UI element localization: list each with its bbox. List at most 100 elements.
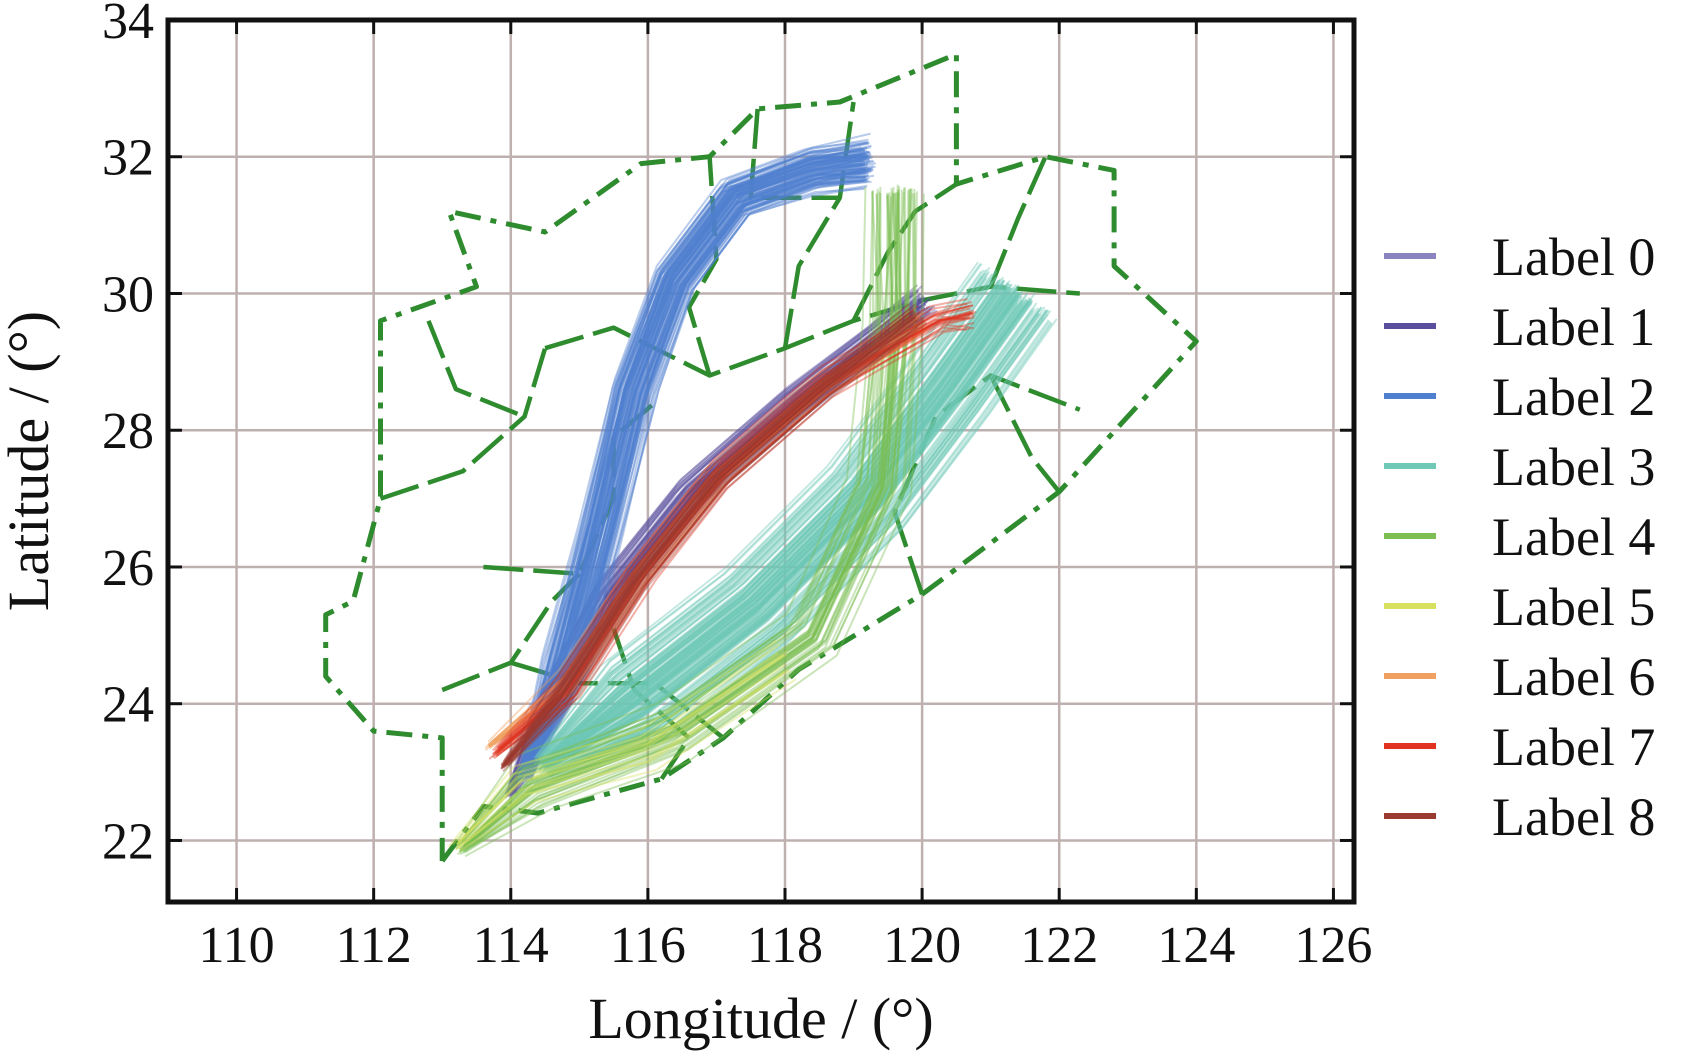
trajectory-line <box>462 188 912 853</box>
trajectory-line <box>541 283 1011 765</box>
trajectory-line <box>534 263 983 760</box>
trajectory-line <box>537 282 1000 766</box>
trajectory-line <box>549 293 1021 763</box>
trajectory-line <box>526 168 872 779</box>
trajectory-line <box>542 302 1029 774</box>
trajectory-line <box>512 305 923 790</box>
trajectory-line <box>545 294 1019 766</box>
trajectory-line <box>553 307 1036 766</box>
trajectory-line <box>506 288 916 792</box>
trajectory-line <box>542 286 1011 765</box>
trajectory-line <box>487 316 921 747</box>
trajectory-line <box>547 306 1043 773</box>
trajectory-line <box>523 156 867 777</box>
outer-boundary <box>323 51 1199 863</box>
trajectory-line <box>456 669 791 850</box>
trajectory-line <box>541 291 1029 772</box>
trajectory-line <box>502 316 916 768</box>
trajectory-line <box>529 184 868 780</box>
trajectory-line <box>511 305 930 795</box>
x-tick-label: 126 <box>1294 917 1372 974</box>
trajectory-line <box>521 153 872 781</box>
trajectory-line <box>519 159 865 782</box>
trajectory-line <box>455 671 786 851</box>
trajectory-line <box>546 302 1019 767</box>
trajectory-line <box>451 644 780 846</box>
trajectory-line <box>509 296 914 790</box>
trajectory-line <box>463 184 899 846</box>
legend: Label 0 Label 1 Label 2 Label 3 Label 4 Label… <box>1384 227 1655 847</box>
trajectory-line <box>518 154 864 781</box>
series-label-5 <box>447 639 797 852</box>
legend-label: Label 4 <box>1492 507 1655 567</box>
trajectory-line <box>528 186 867 782</box>
trajectory-line <box>510 300 924 793</box>
trajectory-line <box>500 307 912 766</box>
trajectory-line <box>539 279 999 763</box>
trajectory-line <box>546 299 1033 770</box>
trajectory-line <box>523 159 874 780</box>
trajectory-line <box>517 146 862 779</box>
trajectory-line <box>465 195 895 844</box>
series-label-2 <box>516 132 876 786</box>
trajectory-line <box>509 294 925 793</box>
trajectory-line <box>496 316 975 755</box>
trajectory-line <box>462 193 882 844</box>
legend-item: Label 3 <box>1384 437 1655 497</box>
trajectory-line <box>463 188 913 853</box>
trajectory-line <box>503 310 922 767</box>
inner-boundary <box>851 182 958 322</box>
trajectory-line <box>544 290 1011 763</box>
trajectory-line <box>509 303 927 796</box>
trajectory-line <box>544 286 1009 762</box>
trajectory-line <box>502 317 920 769</box>
trajectory-line <box>538 266 991 759</box>
trajectory-line <box>458 192 899 853</box>
trajectory-line <box>456 192 900 856</box>
trajectory-line <box>552 307 1040 767</box>
trajectory-line <box>507 320 925 767</box>
trajectory-line <box>487 312 923 746</box>
trajectory-line <box>529 162 876 776</box>
trajectory-line <box>458 192 897 853</box>
trajectory-line <box>506 304 921 797</box>
trajectory-line <box>544 292 1020 766</box>
trajectory-line <box>520 155 870 781</box>
trajectory-line <box>542 287 1008 765</box>
trajectory-line <box>543 294 1017 768</box>
trajectory-line <box>540 282 1004 764</box>
trajectory-line <box>538 290 1015 771</box>
trajectory-line <box>492 307 971 755</box>
trajectory-line <box>506 300 920 795</box>
trajectory-line <box>510 309 925 794</box>
legend-label: Label 8 <box>1492 787 1655 847</box>
trajectory-line <box>501 309 914 767</box>
trajectory-line <box>525 144 872 773</box>
trajectory-line <box>542 290 1009 766</box>
trajectory-line <box>493 326 918 742</box>
legend-label: Label 1 <box>1492 297 1655 357</box>
trajectory-line <box>489 321 922 746</box>
trajectory-line <box>492 304 974 756</box>
trajectory-line <box>542 294 1028 771</box>
trajectory-line <box>460 192 879 844</box>
trajectory-line <box>530 180 872 780</box>
trajectory-line <box>519 142 869 779</box>
trajectory-line <box>528 174 868 779</box>
trajectory-line <box>541 280 1011 764</box>
trajectory-line <box>491 317 921 742</box>
trajectory-line <box>501 315 918 769</box>
trajectory-line <box>529 176 866 778</box>
trajectory-line <box>484 315 921 749</box>
trajectory-line <box>541 282 1009 764</box>
trajectory-line <box>456 668 788 850</box>
trajectory-line <box>512 305 920 791</box>
x-tick-label: 110 <box>199 917 275 974</box>
trajectory-line <box>521 165 862 781</box>
trajectory-line <box>548 304 1018 765</box>
trajectory-line <box>511 299 917 790</box>
trajectory-line <box>538 286 1010 768</box>
trajectory-line <box>511 296 925 792</box>
trajectory-line <box>518 311 932 790</box>
trajectory-line <box>523 165 876 783</box>
